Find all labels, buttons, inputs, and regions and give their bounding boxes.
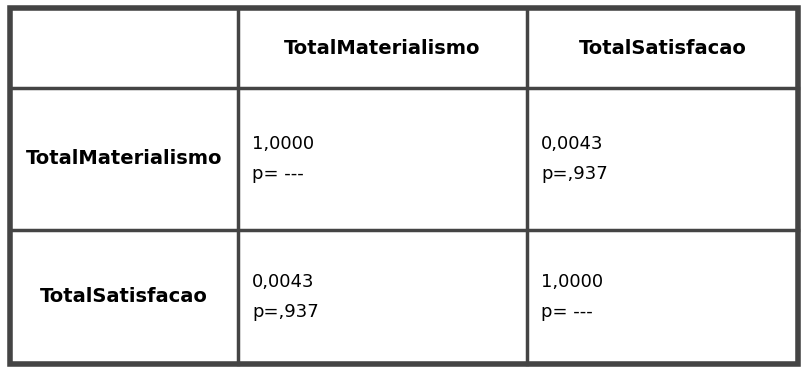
Text: TotalMaterialismo: TotalMaterialismo xyxy=(284,38,481,58)
Text: p= ---: p= --- xyxy=(252,165,304,183)
Text: p= ---: p= --- xyxy=(541,303,593,321)
Text: p=,937: p=,937 xyxy=(541,165,608,183)
Text: 1,0000: 1,0000 xyxy=(252,135,314,153)
Text: TotalSatisfacao: TotalSatisfacao xyxy=(579,38,747,58)
Text: 1,0000: 1,0000 xyxy=(541,273,603,291)
Text: 0,0043: 0,0043 xyxy=(252,273,314,291)
Text: 0,0043: 0,0043 xyxy=(541,135,604,153)
Text: TotalSatisfacao: TotalSatisfacao xyxy=(40,288,208,307)
Text: TotalMaterialismo: TotalMaterialismo xyxy=(26,150,222,169)
Text: p=,937: p=,937 xyxy=(252,303,318,321)
